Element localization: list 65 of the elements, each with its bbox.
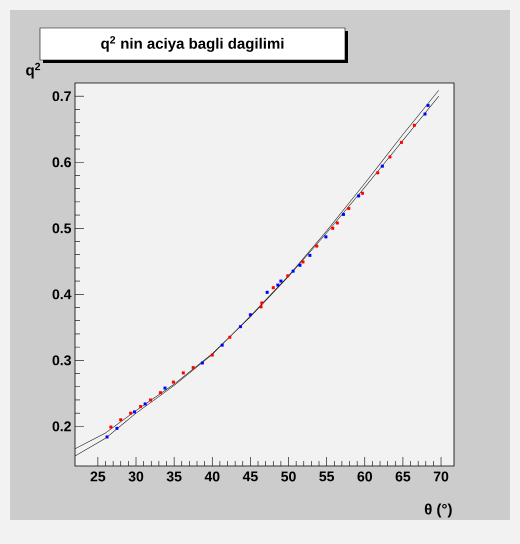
point	[426, 104, 430, 107]
y-tick-label: 0.5	[52, 223, 72, 234]
point	[115, 426, 118, 430]
x-tick-label: 55	[319, 472, 334, 482]
point	[324, 235, 328, 238]
point	[400, 140, 403, 144]
x-tick-label: 60	[358, 472, 372, 482]
point	[298, 264, 302, 267]
point	[182, 371, 185, 374]
x-tick-label: 45	[242, 472, 258, 482]
point	[144, 402, 147, 406]
chart-title: q$^{2}$ nin aciya bagli dagilimi	[101, 36, 284, 52]
point	[376, 171, 380, 174]
x-tick-label: 25	[90, 472, 106, 482]
point	[342, 212, 345, 216]
point	[192, 366, 195, 370]
point	[200, 361, 204, 364]
point	[228, 336, 232, 339]
y-tick-label: 0.3	[52, 355, 71, 366]
point	[238, 325, 242, 328]
x-tick-label: 65	[396, 472, 410, 482]
point	[286, 274, 290, 278]
point	[279, 280, 282, 283]
point	[272, 286, 275, 290]
y-tick-label: 0.4	[52, 289, 72, 300]
point	[163, 386, 166, 390]
point	[360, 192, 364, 195]
point	[148, 398, 152, 402]
point	[106, 435, 109, 438]
point	[302, 260, 305, 264]
x-tick-label: 70	[434, 472, 448, 482]
point	[260, 301, 264, 304]
point	[139, 405, 142, 408]
point	[248, 313, 252, 316]
point	[220, 344, 224, 347]
point	[315, 244, 318, 248]
point	[380, 164, 384, 168]
point	[119, 418, 122, 422]
x-axis-title: θ (°)	[424, 504, 452, 518]
point	[336, 221, 339, 224]
point	[132, 410, 136, 414]
point	[331, 226, 334, 230]
x-tick-label: 50	[281, 472, 296, 482]
y-tick-label: 0.7	[52, 91, 71, 102]
point	[412, 124, 416, 127]
point	[129, 412, 132, 415]
point	[260, 305, 263, 308]
point	[210, 354, 214, 357]
x-tick-label: 30	[128, 472, 144, 482]
point	[266, 290, 269, 294]
point	[388, 155, 392, 158]
x-tick-label: 40	[204, 472, 220, 482]
point	[347, 206, 350, 210]
y-axis-title: q$^{2}$	[26, 62, 40, 78]
point	[424, 112, 427, 116]
point	[276, 284, 280, 287]
point	[109, 426, 112, 429]
point	[172, 380, 175, 384]
y-tick-label: 0.2	[52, 421, 71, 432]
point	[308, 254, 312, 257]
point	[292, 270, 295, 273]
x-tick-label: 35	[166, 472, 182, 482]
point	[357, 194, 360, 198]
point	[158, 391, 162, 394]
y-tick-label: 0.6	[52, 157, 71, 168]
